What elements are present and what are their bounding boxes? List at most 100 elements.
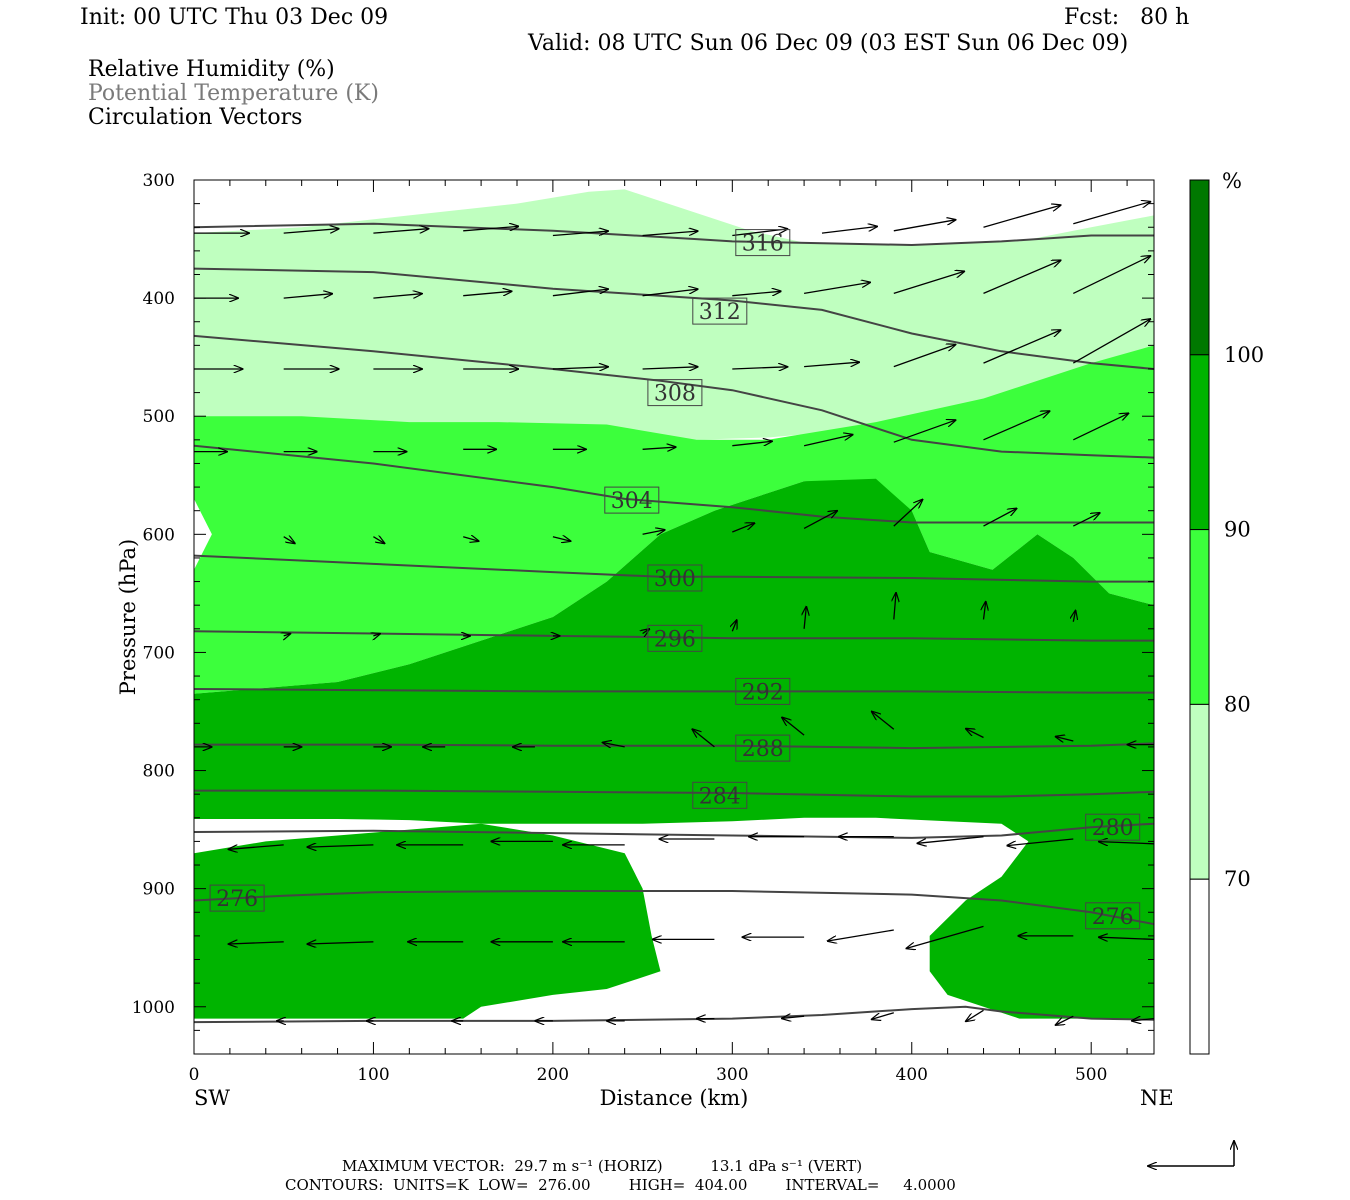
contour-label-box-2 bbox=[647, 379, 703, 407]
contour-label-box-7 bbox=[735, 734, 791, 762]
colorbar-unit: % bbox=[1222, 169, 1242, 193]
y-tick-label-400: 400 bbox=[143, 289, 175, 309]
circulation-vector-95 bbox=[907, 925, 984, 948]
theta-contour-312 bbox=[194, 267, 1154, 370]
circulation-vector-20 bbox=[983, 260, 1061, 294]
circulation-vector-2 bbox=[373, 229, 428, 234]
circulation-vector-51 bbox=[893, 500, 923, 527]
circulation-vector-104 bbox=[782, 1016, 805, 1018]
circulation-vector-107 bbox=[1056, 1015, 1074, 1025]
theta-contour-284 bbox=[194, 789, 1154, 798]
circulation-vector-52 bbox=[983, 509, 1017, 527]
contour-label-box-1 bbox=[692, 297, 748, 325]
circulation-vector-72 bbox=[872, 712, 895, 730]
colorbar-label-70: 70 bbox=[1224, 867, 1251, 891]
circulation-vector-27 bbox=[642, 367, 698, 369]
circulation-vector-49 bbox=[732, 523, 754, 533]
circulation-vector-5 bbox=[642, 231, 698, 237]
colorbar-segment-4 bbox=[1189, 878, 1210, 1055]
colorbar-label-80: 80 bbox=[1224, 692, 1251, 716]
field-vector-title: Circulation Vectors bbox=[88, 105, 303, 130]
circulation-vector-73 bbox=[966, 729, 984, 739]
circulation-vector-13 bbox=[373, 294, 421, 299]
circulation-vector-62 bbox=[984, 602, 986, 620]
circulation-vector-108 bbox=[1132, 1019, 1154, 1021]
contour-label-280: 280 bbox=[1092, 816, 1134, 841]
colorbar-segment-1 bbox=[1189, 354, 1210, 531]
x-axis-label: Distance (km) bbox=[600, 1086, 749, 1110]
contour-label-276: 276 bbox=[1092, 905, 1134, 930]
y-tick-label-800: 800 bbox=[143, 762, 175, 782]
y-tick-label-600: 600 bbox=[143, 525, 175, 545]
contour-label-308: 308 bbox=[654, 382, 696, 407]
x-tick-label-500: 500 bbox=[1075, 1065, 1107, 1085]
contours-info: CONTOURS: UNITS=K LOW= 276.00 HIGH= 404.… bbox=[285, 1176, 956, 1194]
circulation-vector-18 bbox=[803, 282, 870, 295]
rh-region-90-3 bbox=[194, 823, 661, 1019]
contour-label-box-0 bbox=[735, 229, 791, 257]
circulation-vector-41 bbox=[893, 420, 956, 443]
contour-label-box-3 bbox=[604, 486, 660, 514]
colorbar-segment-3 bbox=[1189, 703, 1210, 880]
contour-label-312: 312 bbox=[699, 300, 741, 325]
y-tick-label-500: 500 bbox=[143, 407, 175, 427]
circulation-vector-48 bbox=[642, 530, 665, 534]
contour-label-300: 300 bbox=[654, 567, 696, 592]
circulation-vector-10 bbox=[1073, 202, 1150, 225]
x-tick-label-400: 400 bbox=[896, 1065, 928, 1085]
circulation-vector-55 bbox=[373, 634, 380, 636]
circulation-vector-105 bbox=[872, 1012, 894, 1020]
x-tick-label-100: 100 bbox=[357, 1065, 389, 1085]
contour-label-box-4 bbox=[647, 564, 703, 592]
circulation-vector-46 bbox=[463, 537, 478, 541]
rh-region-80-1 bbox=[194, 345, 1154, 694]
circulation-vector-45 bbox=[373, 537, 384, 544]
contour-label-box-9 bbox=[1085, 813, 1141, 841]
circulation-vector-31 bbox=[983, 330, 1061, 364]
theta-contour-292 bbox=[194, 688, 1154, 694]
theta-contour-288 bbox=[194, 742, 1154, 750]
theta-contour-276 bbox=[194, 890, 1154, 926]
circulation-vector-42 bbox=[983, 411, 1050, 441]
circulation-vector-21 bbox=[1073, 256, 1150, 294]
x-end-label-sw: SW bbox=[194, 1086, 230, 1110]
circulation-vector-86 bbox=[1099, 842, 1154, 844]
circulation-vector-76 bbox=[229, 844, 284, 849]
circulation-vector-94 bbox=[828, 929, 894, 941]
circulation-vector-71 bbox=[782, 718, 805, 736]
field-rh-title: Relative Humidity (%) bbox=[88, 57, 335, 82]
contour-label-288: 288 bbox=[742, 737, 784, 762]
colorbar-segment-2 bbox=[1189, 529, 1210, 705]
contour-label-296: 296 bbox=[654, 627, 696, 652]
contour-label-box-10 bbox=[209, 884, 265, 912]
x-end-label-ne: NE bbox=[1140, 1086, 1174, 1110]
circulation-vector-60 bbox=[804, 607, 806, 629]
circulation-vector-15 bbox=[552, 289, 608, 297]
plot-frame bbox=[193, 179, 1155, 1055]
circulation-vector-69 bbox=[603, 743, 625, 747]
circulation-vector-26 bbox=[552, 367, 608, 369]
circulation-vector-85 bbox=[1007, 838, 1074, 846]
contour-label-box-8 bbox=[692, 781, 748, 809]
circulation-vector-61 bbox=[894, 593, 896, 620]
circulation-vector-3 bbox=[463, 226, 518, 232]
x-tick-label-300: 300 bbox=[716, 1065, 748, 1085]
circulation-vector-44 bbox=[283, 537, 295, 544]
x-tick-label-200: 200 bbox=[537, 1065, 569, 1085]
circulation-vector-1 bbox=[283, 229, 339, 234]
contour-label-box-5 bbox=[647, 624, 703, 652]
circulation-vector-12 bbox=[283, 294, 332, 299]
circulation-vector-59 bbox=[732, 620, 736, 632]
circulation-vector-87 bbox=[229, 942, 284, 944]
circulation-vector-97 bbox=[1099, 937, 1154, 939]
circulation-vector-30 bbox=[893, 345, 956, 368]
y-tick-label-300: 300 bbox=[143, 171, 175, 191]
y-tick-label-1000: 1000 bbox=[132, 998, 175, 1018]
circulation-vector-106 bbox=[966, 1009, 984, 1021]
contour-label-box-6 bbox=[735, 677, 791, 705]
theta-contour-316 bbox=[194, 222, 1154, 247]
contour-label-box-11 bbox=[1085, 902, 1141, 930]
y-tick-label-700: 700 bbox=[143, 643, 175, 663]
